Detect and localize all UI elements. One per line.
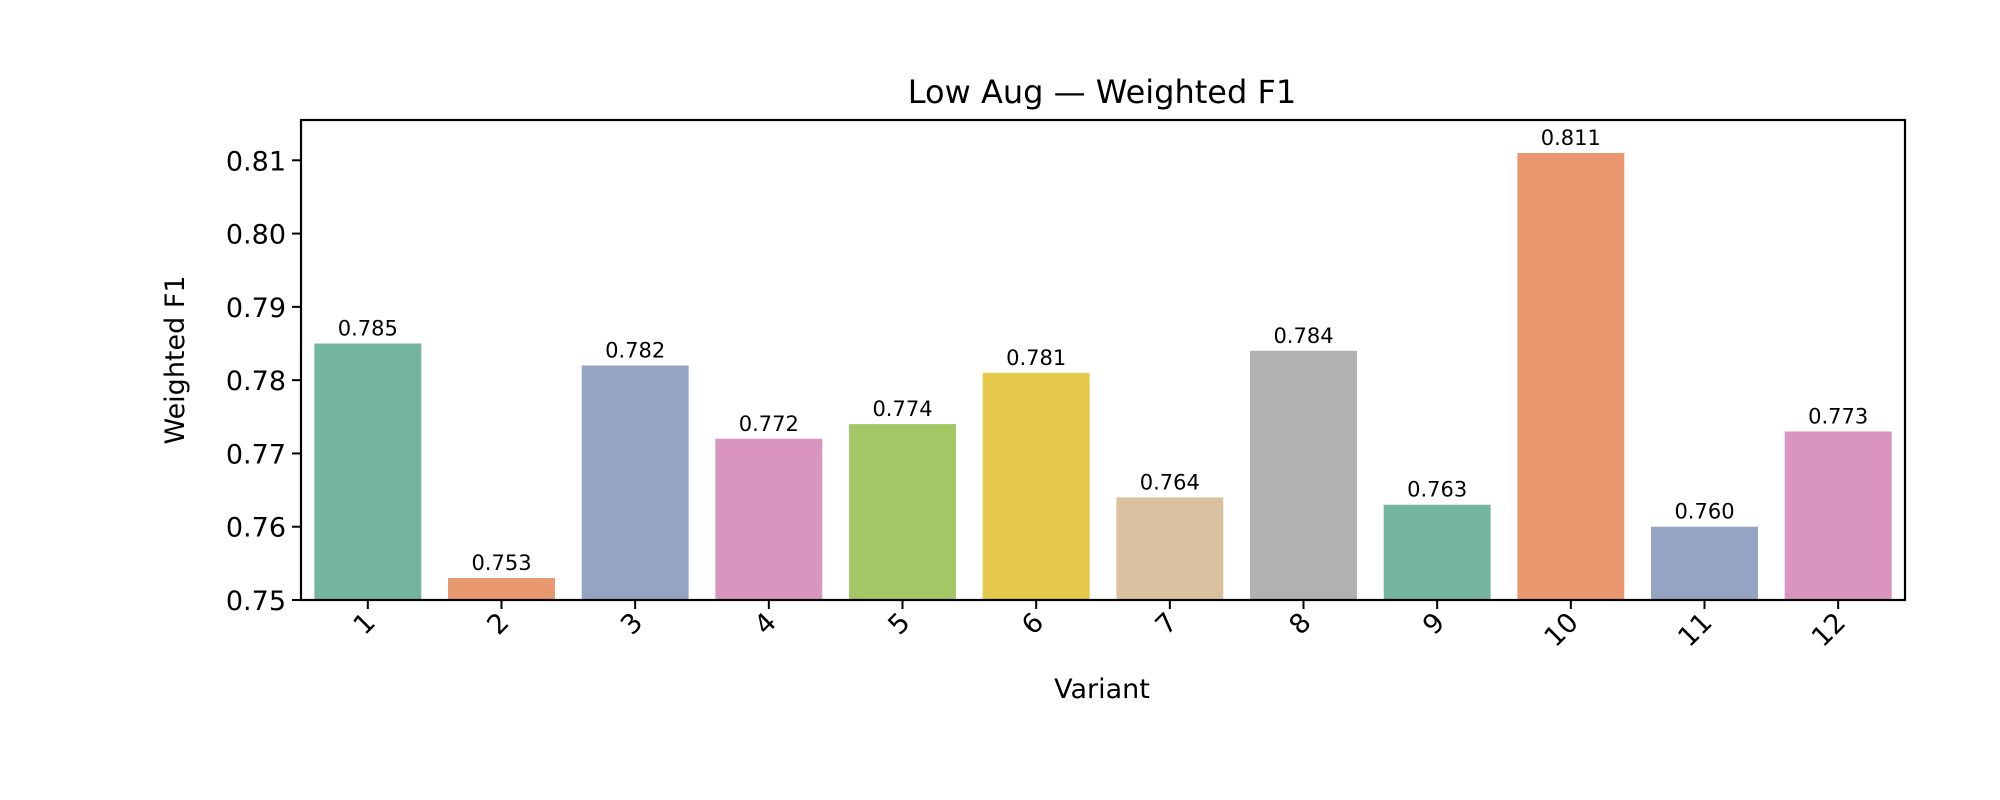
bar-value-label: 0.785 bbox=[338, 317, 398, 341]
x-tick-label: 9 bbox=[1417, 607, 1451, 641]
bar-7 bbox=[1116, 497, 1224, 600]
y-tick-label: 0.76 bbox=[226, 513, 286, 544]
bar-12 bbox=[1784, 431, 1892, 600]
y-tick-label: 0.77 bbox=[226, 439, 286, 470]
x-tick-label: 8 bbox=[1283, 607, 1317, 641]
plot-frame bbox=[299, 118, 1907, 602]
bar-value-label: 0.773 bbox=[1808, 404, 1868, 428]
bar-value-label: 0.811 bbox=[1541, 126, 1601, 150]
x-tick-label: 11 bbox=[1672, 607, 1718, 653]
bar-11 bbox=[1651, 526, 1758, 600]
y-tick-label: 0.80 bbox=[226, 220, 286, 251]
y-axis-label: Weighted F1 bbox=[160, 275, 191, 444]
x-axis: 1 2 3 4 5 6 7 8 9 10 11 12 bbox=[348, 600, 1852, 653]
bar-value-label: 0.764 bbox=[1140, 470, 1200, 494]
bar-value-label: 0.772 bbox=[739, 412, 799, 436]
x-tick-label: 1 bbox=[348, 607, 382, 641]
bar-10 bbox=[1517, 152, 1625, 600]
bar-3 bbox=[581, 365, 689, 600]
x-tick-label: 3 bbox=[615, 607, 649, 641]
x-tick-label: 10 bbox=[1539, 607, 1585, 653]
bar-4 bbox=[715, 438, 823, 600]
y-tick-label: 0.78 bbox=[226, 366, 286, 397]
bar-6 bbox=[982, 372, 1090, 600]
bar-5 bbox=[849, 424, 956, 600]
data-labels: 0.785 0.753 0.782 0.772 0.774 0.781 0.764 0.784… bbox=[338, 126, 1868, 575]
bar-value-label: 0.782 bbox=[605, 338, 665, 362]
bar-9 bbox=[1383, 504, 1491, 600]
chart-title: Low Aug — Weighted F1 bbox=[908, 73, 1296, 111]
bar-value-label: 0.753 bbox=[471, 551, 531, 575]
x-tick-label: 7 bbox=[1150, 607, 1184, 641]
x-tick-label: 6 bbox=[1016, 607, 1050, 641]
bar-value-label: 0.774 bbox=[872, 397, 932, 421]
x-tick-label: 12 bbox=[1806, 607, 1852, 653]
bar-value-label: 0.763 bbox=[1407, 478, 1467, 502]
bar-8 bbox=[1250, 350, 1357, 600]
bars bbox=[314, 152, 1892, 600]
bar-value-label: 0.781 bbox=[1006, 346, 1066, 370]
y-tick-label: 0.81 bbox=[226, 146, 286, 177]
y-axis: 0.75 0.76 0.77 0.78 0.79 0.80 0.81 bbox=[226, 146, 301, 617]
x-tick-label: 5 bbox=[882, 607, 916, 641]
x-tick-label: 2 bbox=[481, 607, 515, 641]
y-tick-label: 0.79 bbox=[226, 293, 286, 324]
y-tick-label: 0.75 bbox=[226, 586, 286, 617]
bar-1 bbox=[314, 343, 422, 600]
bar-value-label: 0.784 bbox=[1273, 324, 1333, 348]
bar-2 bbox=[448, 578, 555, 600]
x-axis-label: Variant bbox=[1054, 674, 1150, 705]
x-tick-label: 4 bbox=[749, 607, 783, 641]
bar-value-label: 0.760 bbox=[1674, 500, 1734, 524]
